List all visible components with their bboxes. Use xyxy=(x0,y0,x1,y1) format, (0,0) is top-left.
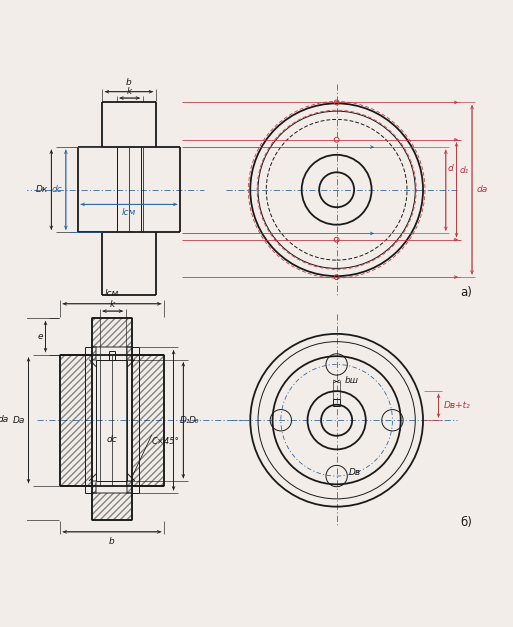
Bar xyxy=(92,493,132,520)
Text: bш: bш xyxy=(345,376,359,385)
Text: Dв+t₂: Dв+t₂ xyxy=(443,401,470,410)
Text: b: b xyxy=(126,78,132,87)
Bar xyxy=(132,355,164,486)
Text: d₁: d₁ xyxy=(460,166,469,175)
Text: C×45°: C×45° xyxy=(152,437,180,446)
Text: Dа: Dа xyxy=(13,416,26,424)
Bar xyxy=(92,481,96,493)
Text: b: b xyxy=(109,537,115,545)
Text: dс: dс xyxy=(52,185,63,194)
Bar xyxy=(92,347,96,360)
Bar xyxy=(333,399,340,406)
Text: а): а) xyxy=(460,286,472,299)
Bar xyxy=(92,319,132,347)
Text: D₀: D₀ xyxy=(189,416,200,424)
Text: Dв: Dв xyxy=(349,468,361,477)
Text: dа: dа xyxy=(0,414,9,424)
Text: k: k xyxy=(127,87,132,96)
Text: б): б) xyxy=(460,517,472,529)
Text: dс: dс xyxy=(107,435,117,444)
Text: d: d xyxy=(448,164,453,173)
Text: dа: dа xyxy=(477,185,488,194)
Text: Dк: Dк xyxy=(36,185,48,194)
Text: lсм: lсм xyxy=(122,208,136,217)
Text: lсм: lсм xyxy=(105,289,119,298)
Text: D₁: D₁ xyxy=(180,416,190,424)
Bar xyxy=(128,481,132,493)
Text: k: k xyxy=(110,300,115,308)
Text: e: e xyxy=(37,332,43,341)
Bar xyxy=(128,347,132,360)
Bar xyxy=(60,355,92,486)
